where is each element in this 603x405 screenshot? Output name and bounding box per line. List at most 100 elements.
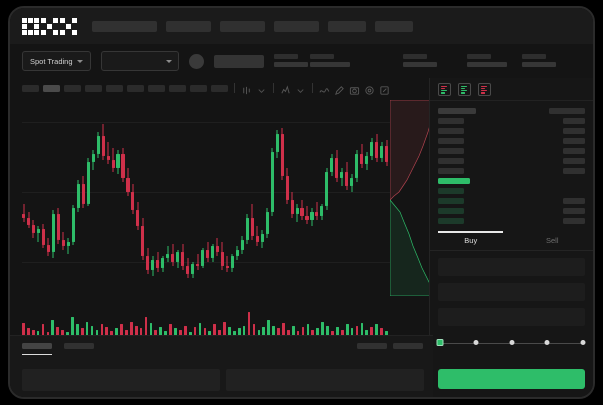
timeframe-button-3[interactable] <box>85 84 102 92</box>
orderbook-header-row[interactable] <box>430 106 593 116</box>
candle-body <box>215 246 220 252</box>
volume-bar-51 <box>272 325 275 342</box>
volume-bar-58 <box>306 324 310 342</box>
price-candlestick-chart[interactable] <box>22 100 390 300</box>
nav-item-2[interactable] <box>220 20 265 32</box>
timeframe-button-7[interactable] <box>169 84 186 92</box>
timeframe-button-9[interactable] <box>211 84 228 92</box>
candlestick-chart-type-icon[interactable] <box>241 83 252 94</box>
spot-trading-dropdown[interactable]: Spot Trading <box>22 51 91 71</box>
fullscreen-expand-icon[interactable] <box>379 83 390 95</box>
slider-node-0[interactable] <box>436 339 444 346</box>
timeframe-button-8[interactable] <box>190 84 207 92</box>
candle-43 <box>235 100 239 300</box>
candle-6 <box>51 100 55 300</box>
slider-node-4[interactable] <box>580 340 586 345</box>
orderbook-amount <box>563 218 585 224</box>
tab-open-orders-label <box>22 343 52 349</box>
nav-item-5[interactable] <box>375 20 413 32</box>
orderbook-bid-row-2[interactable] <box>430 206 593 216</box>
bottom-tabs <box>10 336 433 355</box>
settings-gear-icon[interactable] <box>364 83 375 95</box>
timeframe-button-1[interactable] <box>43 84 60 92</box>
candle-44 <box>240 100 244 300</box>
orderbook-ask-row-1[interactable] <box>430 126 593 136</box>
orderbook-ask-row-5[interactable] <box>430 166 593 176</box>
bottom-action-1[interactable] <box>357 343 387 349</box>
nav-item-1[interactable] <box>166 20 211 32</box>
order-amount-field[interactable] <box>438 283 585 301</box>
timeframe-button-0[interactable] <box>22 84 39 92</box>
chevron-down-icon <box>76 59 83 63</box>
orderbook-bid-row-3[interactable] <box>430 216 593 226</box>
timeframe-button-4[interactable] <box>106 84 123 92</box>
orderbook-both-icon[interactable] <box>438 83 451 96</box>
tab-buy[interactable]: Buy <box>430 231 512 250</box>
indicators-icon[interactable] <box>280 83 291 94</box>
volume-bar-39 <box>213 324 217 342</box>
drawing-pencil-icon[interactable] <box>334 83 345 95</box>
market-info-bar: Spot Trading <box>10 44 593 78</box>
orderbook-price <box>438 108 476 114</box>
candle-body <box>225 266 229 268</box>
orderbook-ask-row-4[interactable] <box>430 156 593 166</box>
candle-52 <box>280 100 284 300</box>
orderbook-bid-row-0[interactable] <box>430 186 593 196</box>
slider-node-2[interactable] <box>509 340 514 345</box>
timeframe-button-5[interactable] <box>127 84 144 92</box>
candle-49 <box>265 100 269 300</box>
candle-0 <box>22 100 26 300</box>
candle-26 <box>151 100 155 300</box>
nav-item-4[interactable] <box>328 20 366 32</box>
candle-body <box>370 142 374 156</box>
orderbook-rows[interactable] <box>430 101 593 226</box>
orderbook-price <box>438 128 464 134</box>
chevron-down-icon[interactable] <box>295 83 306 94</box>
slider-node-3[interactable] <box>544 340 550 345</box>
tab-open-orders[interactable] <box>22 343 52 355</box>
volume-bar-22 <box>129 321 133 342</box>
candle-wick <box>316 202 318 220</box>
candle-41 <box>225 100 229 300</box>
orderbook-bid-row-1[interactable] <box>430 196 593 206</box>
candle-53 <box>285 100 289 300</box>
global-search-input[interactable] <box>92 20 157 32</box>
orderbook-bids-icon[interactable] <box>458 83 471 96</box>
orderbook-spread-row[interactable] <box>430 176 593 186</box>
market-stat-change-label <box>310 54 334 59</box>
candle-body <box>22 214 26 218</box>
bottom-action-2[interactable] <box>393 343 423 349</box>
candle-body <box>56 214 60 240</box>
volume-bar-7 <box>56 327 60 342</box>
volume-bar-53 <box>282 322 285 342</box>
camera-snapshot-icon[interactable] <box>349 83 360 95</box>
candle-27 <box>156 100 160 300</box>
market-stat-change-value <box>310 62 350 67</box>
timeframe-button-6[interactable] <box>148 84 165 92</box>
orderbook-ask-row-3[interactable] <box>430 146 593 156</box>
submit-buy-button[interactable] <box>438 369 585 389</box>
order-total-field[interactable] <box>438 308 585 326</box>
candle-18 <box>111 100 115 300</box>
volume-bar-71 <box>370 327 374 342</box>
orderbook-asks-icon[interactable] <box>478 83 491 96</box>
volume-bar-66 <box>345 324 349 342</box>
candle-body <box>206 250 210 258</box>
tab-order-history[interactable] <box>64 343 94 349</box>
toolbar-divider <box>234 83 235 93</box>
okx-logo[interactable] <box>22 17 77 35</box>
candle-body <box>91 154 95 162</box>
timeframe-button-2[interactable] <box>64 84 81 92</box>
chevron-down-icon[interactable] <box>256 83 267 94</box>
trading-pair-select[interactable] <box>100 51 179 71</box>
volume-bar-26 <box>149 322 153 342</box>
tab-sell[interactable]: Sell <box>545 236 559 245</box>
orderbook-ask-row-2[interactable] <box>430 136 593 146</box>
line-tool-icon[interactable] <box>319 83 330 94</box>
orderbook-ask-row-0[interactable] <box>430 116 593 126</box>
candle-10 <box>71 100 75 300</box>
nav-item-3[interactable] <box>274 20 319 32</box>
order-amount-slider[interactable] <box>436 338 586 348</box>
order-price-field[interactable] <box>438 258 585 276</box>
slider-node-1[interactable] <box>473 340 479 345</box>
